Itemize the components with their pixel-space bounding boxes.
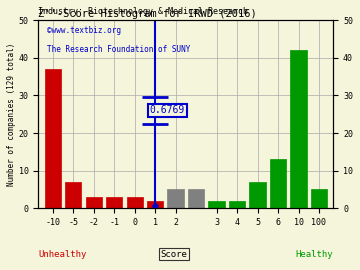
Bar [229, 201, 245, 208]
Bar [147, 201, 163, 208]
Text: Unhealthy: Unhealthy [39, 250, 87, 259]
Bar [208, 201, 225, 208]
Y-axis label: Number of companies (129 total): Number of companies (129 total) [7, 42, 16, 186]
Text: 0.6769: 0.6769 [150, 106, 185, 116]
Bar [249, 182, 266, 208]
Text: Healthy: Healthy [296, 250, 333, 259]
Bar [311, 190, 327, 208]
Bar [65, 182, 81, 208]
Text: Industry: Biotechnology & Medical Research: Industry: Biotechnology & Medical Resear… [39, 7, 248, 16]
Text: ©www.textbiz.org: ©www.textbiz.org [47, 26, 121, 35]
Bar [106, 197, 122, 208]
Bar [45, 69, 61, 208]
Text: The Research Foundation of SUNY: The Research Foundation of SUNY [47, 45, 191, 53]
Bar [86, 197, 102, 208]
Bar [270, 159, 286, 208]
Bar [126, 197, 143, 208]
Text: Z''-Score Histogram for IRWD (2016): Z''-Score Histogram for IRWD (2016) [39, 9, 257, 19]
Bar [290, 50, 307, 208]
Text: Score: Score [161, 250, 188, 259]
Bar [188, 190, 204, 208]
Bar [167, 190, 184, 208]
